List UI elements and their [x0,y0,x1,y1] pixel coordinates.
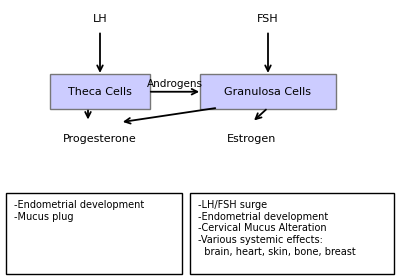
FancyBboxPatch shape [50,74,150,109]
Text: LH: LH [93,14,107,24]
Text: Granulosa Cells: Granulosa Cells [224,87,312,97]
Text: -LH/FSH surge
-Endometrial development
-Cervical Mucus Alteration
-Various syste: -LH/FSH surge -Endometrial development -… [198,200,356,257]
FancyBboxPatch shape [200,74,336,109]
Text: Estrogen: Estrogen [227,134,277,144]
Text: Androgens: Androgens [147,79,203,89]
FancyBboxPatch shape [190,193,394,274]
Text: Theca Cells: Theca Cells [68,87,132,97]
Text: -Endometrial development
-Mucus plug: -Endometrial development -Mucus plug [14,200,144,222]
Text: Progesterone: Progesterone [63,134,137,144]
FancyBboxPatch shape [6,193,182,274]
Text: FSH: FSH [257,14,279,24]
